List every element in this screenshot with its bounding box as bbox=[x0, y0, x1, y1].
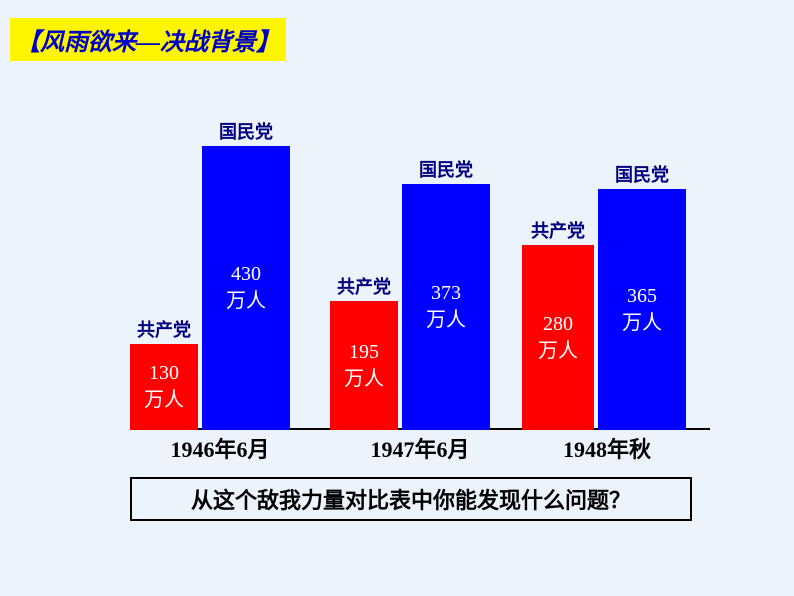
x-axis-label: 1946年6月 bbox=[130, 432, 310, 464]
bar: 280万人共产党 bbox=[522, 245, 594, 430]
bar-unit: 万人 bbox=[538, 338, 578, 365]
bar-series-label: 国民党 bbox=[402, 158, 490, 182]
bar-unit: 万人 bbox=[622, 310, 662, 337]
bar-value: 430 bbox=[231, 261, 261, 288]
bar-value: 195 bbox=[349, 339, 379, 366]
bar-series-label: 国民党 bbox=[598, 163, 686, 187]
bar-group: 130万人共产党430万人国民党1946年6月 bbox=[130, 130, 310, 430]
x-axis-label: 1948年秋 bbox=[522, 432, 692, 464]
bar-unit: 万人 bbox=[226, 288, 266, 315]
bar-unit: 万人 bbox=[144, 387, 184, 414]
bar-value: 365 bbox=[627, 283, 657, 310]
bar-unit: 万人 bbox=[344, 366, 384, 393]
chart-caption: 从这个敌我力量对比表中你能发现什么问题？ bbox=[130, 477, 692, 521]
bar: 130万人共产党 bbox=[130, 344, 198, 430]
bar-value: 130 bbox=[149, 360, 179, 387]
bar: 365万人国民党 bbox=[598, 189, 686, 430]
bar-group: 195万人共产党373万人国民党1947年6月 bbox=[330, 130, 510, 430]
bar-value: 280 bbox=[543, 311, 573, 338]
bar: 430万人国民党 bbox=[202, 146, 290, 430]
x-axis-label: 1947年6月 bbox=[330, 432, 510, 464]
bar-series-label: 国民党 bbox=[202, 120, 290, 144]
bar-series-label: 共产党 bbox=[522, 219, 594, 243]
bar-unit: 万人 bbox=[426, 307, 466, 334]
bar-group: 280万人共产党365万人国民党1948年秋 bbox=[522, 130, 692, 430]
bar-value: 373 bbox=[431, 280, 461, 307]
bar-series-label: 共产党 bbox=[330, 275, 398, 299]
page-title: 【风雨欲来—决战背景】 bbox=[10, 18, 286, 61]
bar-series-label: 共产党 bbox=[130, 318, 198, 342]
bar-chart: 130万人共产党430万人国民党1946年6月195万人共产党373万人国民党1… bbox=[130, 130, 690, 430]
bar: 195万人共产党 bbox=[330, 301, 398, 430]
bar: 373万人国民党 bbox=[402, 184, 490, 430]
page-root: 【风雨欲来—决战背景】 130万人共产党430万人国民党1946年6月195万人… bbox=[0, 0, 794, 596]
